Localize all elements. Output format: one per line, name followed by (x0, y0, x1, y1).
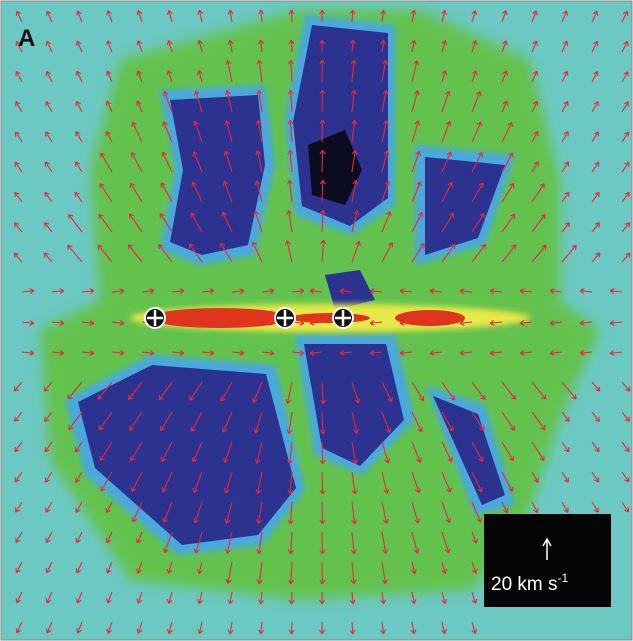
disk (130, 304, 530, 332)
scale-label: 20 km s-1 (491, 571, 569, 595)
page: A 20 km s-1 (() => { const data = JSON.p… (0, 0, 633, 641)
marker (275, 308, 295, 328)
scale-exponent: -1 (558, 571, 569, 585)
marker (333, 308, 353, 328)
scale-box: 20 km s-1 (484, 514, 611, 607)
figure: A 20 km s-1 (0, 0, 633, 641)
scale-text: 20 km s (491, 574, 558, 595)
marker (145, 308, 165, 328)
panel-label: A (18, 25, 35, 52)
